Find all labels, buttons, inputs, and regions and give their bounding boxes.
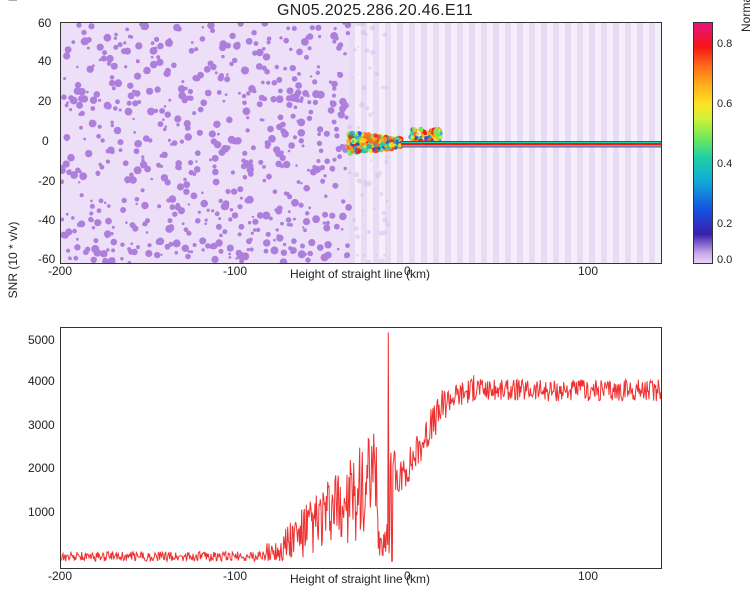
bottom-xlabel: Height of straight line (km)	[60, 572, 660, 586]
bottom-ylabel: SNR (10 * v/v)	[6, 160, 20, 360]
colorbar-title: Normalized spectral amplitude	[739, 0, 750, 32]
colorbar-gradient	[693, 22, 713, 264]
top-ylabel: Frequency (Hz)	[6, 0, 20, 60]
root: GN05.2025.286.20.46.E11 Frequency (Hz) H…	[0, 0, 750, 600]
spectrogram-plot	[60, 22, 662, 264]
colorbar: 0.8 0.6 0.4 0.2 0.0 Normalized spectral …	[693, 22, 711, 262]
top-xlabel: Height of straight line (km)	[60, 267, 660, 281]
page-title: GN05.2025.286.20.46.E11	[0, 2, 750, 20]
snr-line-svg	[61, 328, 661, 568]
snr-plot	[60, 327, 662, 569]
spectrogram-noise	[61, 23, 661, 263]
